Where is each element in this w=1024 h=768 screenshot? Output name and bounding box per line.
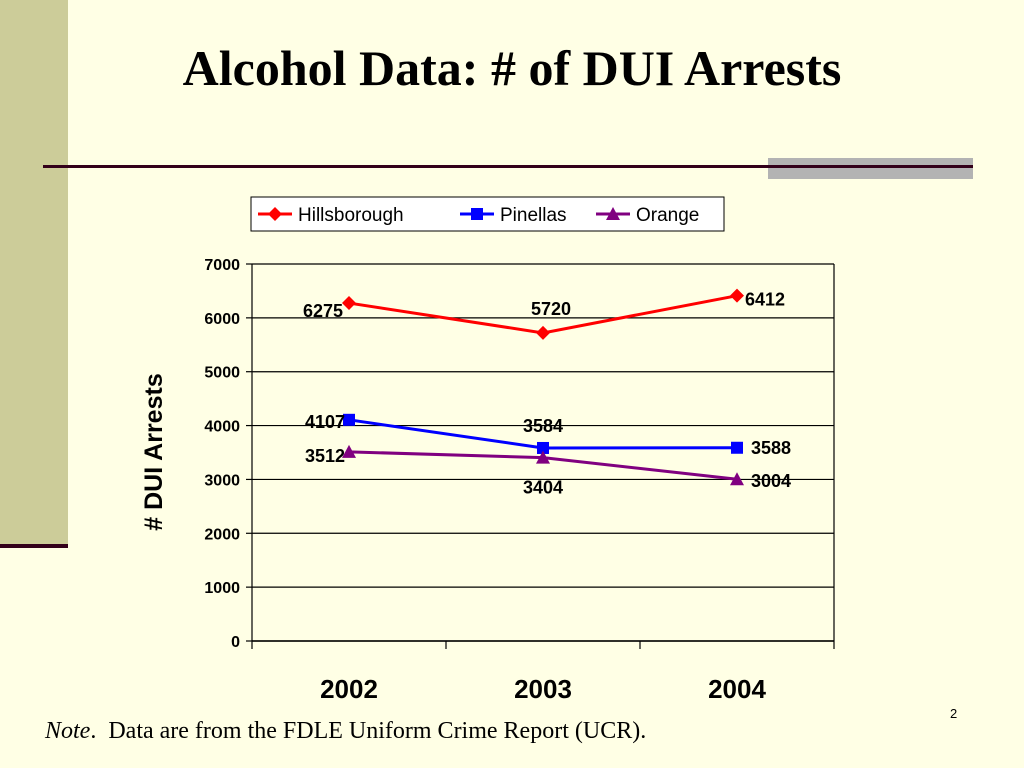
sidebar-foot-rule xyxy=(0,544,68,548)
point-hillsborough-2003 xyxy=(536,325,550,340)
point-pinellas-2003 xyxy=(537,441,549,454)
y-tick-label-5000: 5000 xyxy=(204,365,240,382)
y-tick-label-0: 0 xyxy=(231,634,240,651)
data-label-orange-2003: 3404 xyxy=(523,478,563,498)
y-tick-label-4000: 4000 xyxy=(204,419,240,436)
point-orange-2003 xyxy=(536,450,550,464)
legend-marker-orange xyxy=(606,207,620,220)
data-label-hillsborough-2002: 6275 xyxy=(303,301,343,321)
legend-label-orange: Orange xyxy=(636,205,699,226)
title-rule-accent xyxy=(768,158,973,179)
data-label-pinellas-2002: 4107 xyxy=(305,412,345,432)
data-label-hillsborough-2004: 6412 xyxy=(745,290,785,310)
legend-marker-hillsborough xyxy=(268,207,282,221)
source-note: Note. Data are from the FDLE Uniform Cri… xyxy=(45,718,646,745)
data-label-orange-2004: 3004 xyxy=(751,471,791,491)
point-pinellas-2002 xyxy=(343,413,355,426)
x-tick-label-2003: 2003 xyxy=(514,674,572,704)
legend-marker-pinellas xyxy=(471,208,483,220)
y-tick-label-6000: 6000 xyxy=(204,311,240,328)
y-tick-label-1000: 1000 xyxy=(204,580,240,597)
y-tick-label-2000: 2000 xyxy=(204,526,240,543)
x-tick-label-2004: 2004 xyxy=(708,674,766,704)
data-label-orange-2002: 3512 xyxy=(305,446,345,466)
slide-title: Alcohol Data: # of DUI Arrests xyxy=(182,40,842,96)
legend-label-pinellas: Pinellas xyxy=(500,205,567,226)
note-label: Note xyxy=(45,718,91,744)
legend-label-hillsborough: Hillsborough xyxy=(298,205,404,226)
y-axis-label: # DUI Arrests xyxy=(140,373,168,530)
note-text: . Data are from the FDLE Uniform Crime R… xyxy=(90,718,647,744)
sidebar-decoration xyxy=(0,0,68,546)
data-label-pinellas-2003: 3584 xyxy=(523,416,563,436)
title-rule-accent-line xyxy=(768,165,973,168)
page-number: 2 xyxy=(950,706,958,721)
x-tick-label-2002: 2002 xyxy=(320,674,378,704)
point-orange-2002 xyxy=(342,444,356,458)
data-label-hillsborough-2003: 5720 xyxy=(531,299,571,319)
title-rule xyxy=(43,165,973,168)
point-orange-2004 xyxy=(730,472,744,486)
point-hillsborough-2004 xyxy=(730,288,744,303)
point-pinellas-2004 xyxy=(731,441,743,454)
point-hillsborough-2002 xyxy=(342,296,356,311)
y-tick-label-3000: 3000 xyxy=(204,472,240,489)
data-label-pinellas-2004: 3588 xyxy=(751,438,791,458)
y-tick-label-7000: 7000 xyxy=(204,257,240,274)
